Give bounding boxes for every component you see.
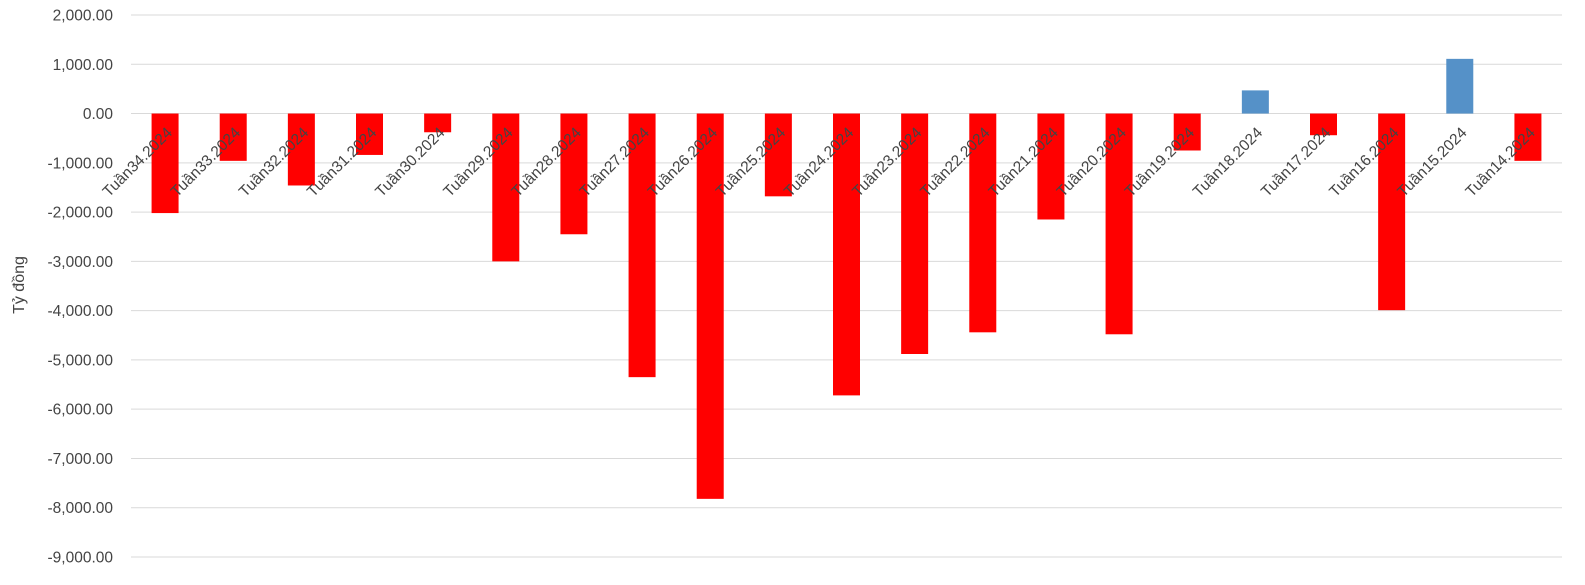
bar: [560, 113, 588, 235]
bar: [1241, 90, 1269, 114]
y-tick-label: 2,000.00: [53, 8, 114, 25]
y-tick-label: -3,000.00: [48, 254, 114, 271]
bar: [492, 113, 520, 262]
y-tick-label: 0.00: [83, 106, 114, 123]
bar: [764, 113, 792, 197]
bar: [1310, 113, 1337, 136]
y-tick-label: -5,000.00: [48, 352, 114, 369]
y-tick-label: -4,000.00: [48, 303, 114, 320]
bar: [1446, 58, 1474, 114]
bar: [356, 113, 383, 155]
bar: [287, 113, 315, 186]
y-tick-label: -9,000.00: [48, 550, 114, 567]
y-axis-label: Tỷ đồng: [11, 256, 28, 314]
bar: [628, 113, 656, 378]
bar: [1105, 113, 1133, 335]
bar: [1378, 113, 1406, 311]
y-tick-label: -2,000.00: [48, 205, 114, 222]
y-tick-label: 1,000.00: [53, 57, 114, 74]
bar: [1037, 113, 1065, 220]
bar: [696, 113, 724, 499]
bar: [1514, 113, 1542, 161]
bars: [151, 58, 1542, 499]
bar: [151, 113, 179, 214]
bar: [219, 113, 247, 161]
bar: [833, 113, 860, 396]
y-tick-label: -1,000.00: [48, 155, 114, 172]
bar: [1173, 113, 1201, 151]
bar: [969, 113, 997, 333]
y-tick-label: -8,000.00: [48, 500, 114, 517]
y-axis-tick-labels: 2,000.00 1,000.00 0.00 -1,000.00 -2,000.00 -3…: [48, 8, 114, 567]
bar: [901, 113, 929, 354]
y-tick-label: -6,000.00: [48, 402, 114, 419]
bar: [424, 113, 452, 133]
y-tick-label: -7,000.00: [48, 451, 114, 468]
